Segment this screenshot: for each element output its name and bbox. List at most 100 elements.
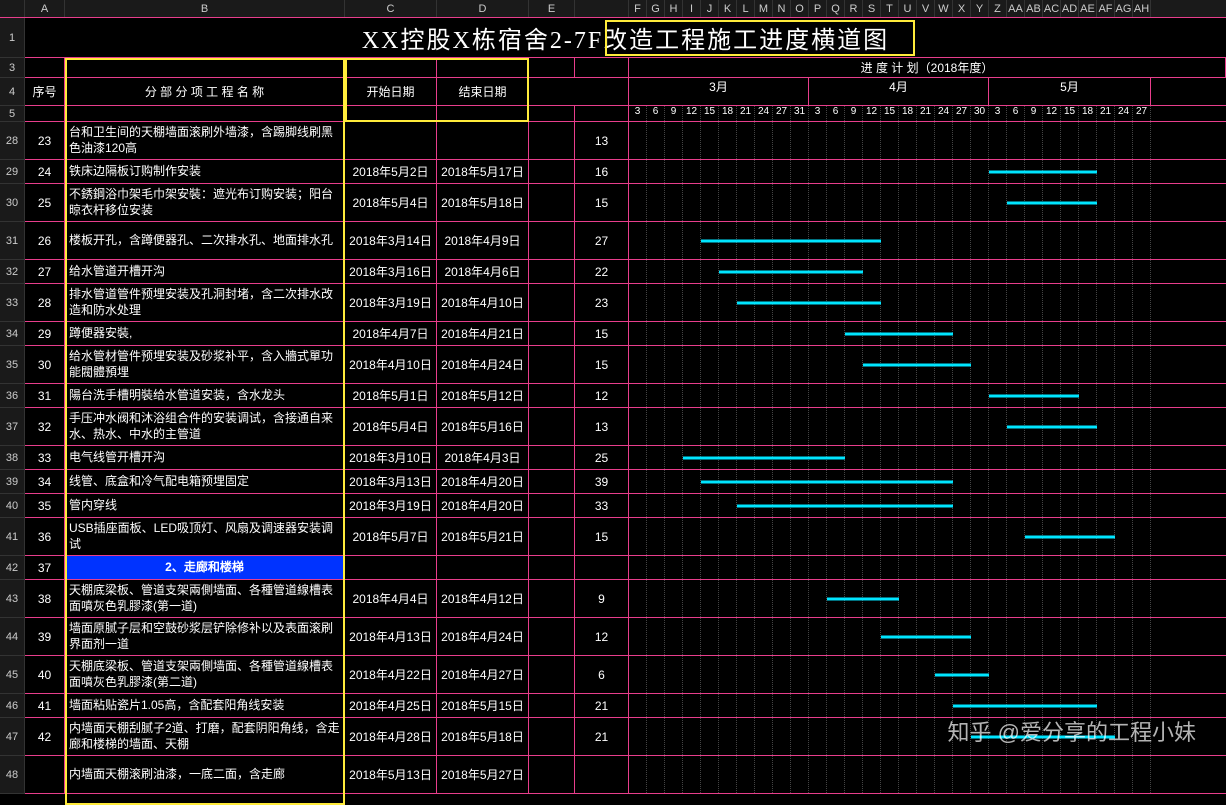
dur-cell[interactable]: 12 [575, 384, 629, 407]
dur-cell[interactable]: 15 [575, 518, 629, 555]
dur-cell[interactable]: 12 [575, 618, 629, 655]
table-row[interactable]: 26楼板开孔，含蹲便器孔、二次排水孔、地面排水孔2018年3月14日2018年4… [25, 222, 1226, 260]
col-header[interactable]: O [791, 0, 809, 17]
spacer-cell[interactable] [529, 384, 575, 407]
name-cell[interactable]: 排水管道管件预埋安装及孔洞封堵，含二次排水改造和防水处理 [65, 284, 345, 321]
name-cell[interactable]: 手压冲水阀和沐浴组合件的安装调试，含接通自来水、热水、中水的主管道 [65, 408, 345, 445]
spacer-cell[interactable] [529, 518, 575, 555]
dur-cell[interactable]: 21 [575, 718, 629, 755]
col-header[interactable]: R [845, 0, 863, 17]
start-cell[interactable]: 2018年4月10日 [345, 346, 437, 383]
dur-cell[interactable] [575, 556, 629, 579]
col-header[interactable]: Q [827, 0, 845, 17]
col-header[interactable]: H [665, 0, 683, 17]
col-header[interactable]: AD [1061, 0, 1079, 17]
name-cell[interactable]: 电气线管开槽开沟 [65, 446, 345, 469]
col-header[interactable] [575, 0, 629, 17]
row-header[interactable]: 42 [0, 556, 25, 580]
start-cell[interactable]: 2018年3月13日 [345, 470, 437, 493]
name-cell[interactable]: 陽台洗手槽明裝给水管道安装，含水龙头 [65, 384, 345, 407]
spacer-cell[interactable] [529, 580, 575, 617]
end-cell[interactable]: 2018年4月21日 [437, 322, 529, 345]
row-header[interactable]: 45 [0, 656, 25, 694]
dur-cell[interactable]: 16 [575, 160, 629, 183]
col-header[interactable]: Z [989, 0, 1007, 17]
start-cell[interactable]: 2018年3月19日 [345, 284, 437, 321]
end-cell[interactable]: 2018年4月20日 [437, 494, 529, 517]
table-row[interactable]: 35管内穿线2018年3月19日2018年4月20日33 [25, 494, 1226, 518]
col-header[interactable]: B [65, 0, 345, 17]
name-cell[interactable]: 管内穿线 [65, 494, 345, 517]
name-cell[interactable]: 蹲便器安裝, [65, 322, 345, 345]
name-cell[interactable]: 给水管道开槽开沟 [65, 260, 345, 283]
row-header[interactable]: 39 [0, 470, 25, 494]
seq-cell[interactable]: 31 [25, 384, 65, 407]
row-header[interactable]: 30 [0, 184, 25, 222]
table-row[interactable]: 31陽台洗手槽明裝给水管道安装，含水龙头2018年5月1日2018年5月12日1… [25, 384, 1226, 408]
name-cell[interactable]: 内墙面天棚刮腻子2道、打磨，配套阴阳角线，含走廊和楼梯的墙面、天棚 [65, 718, 345, 755]
name-cell[interactable]: 台和卫生间的天棚墙面滚刷外墙漆，含踢脚线刷黑色油漆120高 [65, 122, 345, 159]
col-header[interactable]: X [953, 0, 971, 17]
row-header[interactable]: 37 [0, 408, 25, 446]
end-cell[interactable]: 2018年4月6日 [437, 260, 529, 283]
start-cell[interactable]: 2018年3月16日 [345, 260, 437, 283]
row-header[interactable]: 44 [0, 618, 25, 656]
seq-cell[interactable]: 34 [25, 470, 65, 493]
seq-cell[interactable]: 26 [25, 222, 65, 259]
row-header[interactable]: 48 [0, 756, 25, 794]
end-cell[interactable]: 2018年4月3日 [437, 446, 529, 469]
dur-cell[interactable]: 9 [575, 580, 629, 617]
col-header[interactable]: Y [971, 0, 989, 17]
col-header[interactable]: P [809, 0, 827, 17]
table-row[interactable]: 23台和卫生间的天棚墙面滚刷外墙漆，含踢脚线刷黑色油漆120高13 [25, 122, 1226, 160]
end-cell[interactable]: 2018年5月27日 [437, 756, 529, 793]
table-row[interactable]: 29蹲便器安裝,2018年4月7日2018年4月21日15 [25, 322, 1226, 346]
dur-cell[interactable]: 15 [575, 322, 629, 345]
spacer-cell[interactable] [529, 284, 575, 321]
seq-cell[interactable]: 39 [25, 618, 65, 655]
dur-cell[interactable]: 15 [575, 184, 629, 221]
name-cell[interactable]: 给水管材管件预埋安装及砂浆补平，含入牆式單功能閥體預埋 [65, 346, 345, 383]
row-header[interactable]: 46 [0, 694, 25, 718]
name-cell[interactable]: 天棚底梁板、管道支架兩側墙面、各種管道線槽表面噴灰色乳膠漆(第一道) [65, 580, 345, 617]
spacer-cell[interactable] [529, 408, 575, 445]
col-header[interactable]: V [917, 0, 935, 17]
spacer-cell[interactable] [529, 694, 575, 717]
dur-cell[interactable]: 6 [575, 656, 629, 693]
col-header[interactable]: G [647, 0, 665, 17]
start-cell[interactable]: 2018年4月4日 [345, 580, 437, 617]
end-cell[interactable]: 2018年5月18日 [437, 718, 529, 755]
col-header[interactable]: K [719, 0, 737, 17]
dur-cell[interactable]: 25 [575, 446, 629, 469]
start-cell[interactable]: 2018年4月7日 [345, 322, 437, 345]
seq-cell[interactable]: 36 [25, 518, 65, 555]
seq-cell[interactable]: 41 [25, 694, 65, 717]
table-row[interactable]: 32手压冲水阀和沐浴组合件的安装调试，含接通自来水、热水、中水的主管道2018年… [25, 408, 1226, 446]
col-header[interactable]: N [773, 0, 791, 17]
spacer-cell[interactable] [529, 122, 575, 159]
table-row[interactable]: 36USB插座面板、LED吸顶灯、风扇及调速器安装调试2018年5月7日2018… [25, 518, 1226, 556]
col-header[interactable]: AG [1115, 0, 1133, 17]
spacer-cell[interactable] [529, 618, 575, 655]
seq-cell[interactable]: 30 [25, 346, 65, 383]
seq-cell[interactable]: 38 [25, 580, 65, 617]
col-header[interactable]: I [683, 0, 701, 17]
col-header[interactable]: E [529, 0, 575, 17]
table-row[interactable]: 28排水管道管件预埋安装及孔洞封堵，含二次排水改造和防水处理2018年3月19日… [25, 284, 1226, 322]
start-cell[interactable]: 2018年4月13日 [345, 618, 437, 655]
end-cell[interactable]: 2018年5月17日 [437, 160, 529, 183]
seq-cell[interactable] [25, 756, 65, 793]
row-header[interactable]: 33 [0, 284, 25, 322]
table-row[interactable]: 24铁床边隔板订购制作安装2018年5月2日2018年5月17日16 [25, 160, 1226, 184]
table-row[interactable]: 372、走廊和楼梯 [25, 556, 1226, 580]
col-header[interactable]: AE [1079, 0, 1097, 17]
spacer-cell[interactable] [529, 556, 575, 579]
dur-cell[interactable]: 23 [575, 284, 629, 321]
col-header[interactable]: AF [1097, 0, 1115, 17]
table-row[interactable]: 38天棚底梁板、管道支架兩側墙面、各種管道線槽表面噴灰色乳膠漆(第一道)2018… [25, 580, 1226, 618]
col-header[interactable]: T [881, 0, 899, 17]
end-cell[interactable]: 2018年4月24日 [437, 346, 529, 383]
name-cell[interactable]: 墙面原腻子层和空鼓砂浆层铲除修补以及表面滚刷界面剂一道 [65, 618, 345, 655]
row-header[interactable]: 28 [0, 122, 25, 160]
col-header[interactable]: F [629, 0, 647, 17]
